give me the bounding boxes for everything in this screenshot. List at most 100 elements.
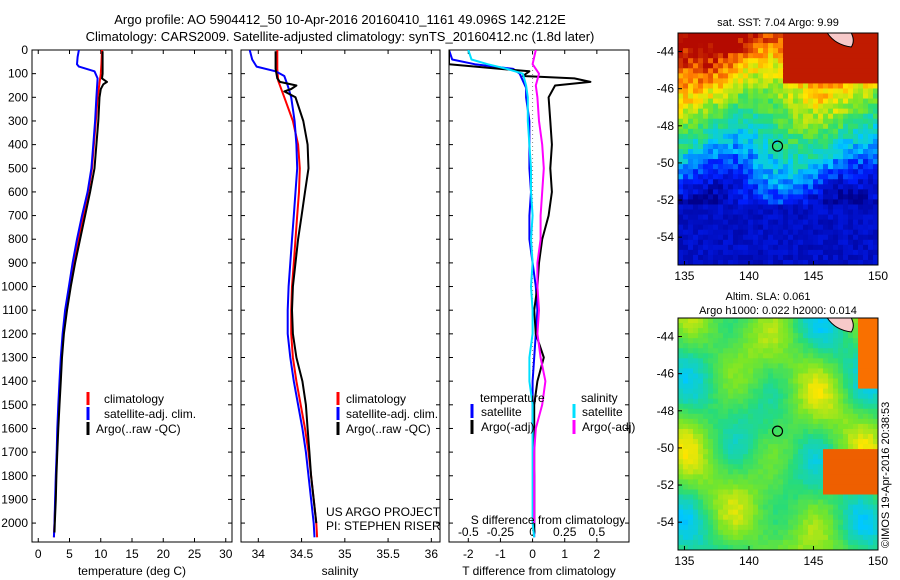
map-cell [858, 323, 864, 329]
map-cell [793, 524, 799, 531]
map-cell [683, 189, 689, 195]
map-cell [798, 428, 804, 435]
map-cell [773, 143, 779, 150]
map-cell [813, 88, 819, 95]
map-cell [748, 128, 754, 135]
map-cell [743, 128, 749, 135]
map-cell [733, 363, 739, 370]
map-cell [708, 159, 714, 165]
map-cell [828, 363, 834, 370]
map-cell [748, 383, 754, 390]
map-cell [753, 479, 759, 486]
map-cell [868, 363, 874, 370]
map-cell [853, 179, 859, 185]
map-cell [703, 494, 709, 501]
map-cell [813, 38, 819, 44]
map-cell [833, 514, 839, 521]
map-cell [708, 149, 714, 155]
map-cell [763, 204, 769, 211]
map-cell [868, 479, 874, 486]
map-cell [773, 88, 779, 95]
map-cell [843, 474, 849, 480]
map-cell [868, 73, 874, 79]
map-cell [833, 259, 839, 265]
map-cell [748, 408, 754, 415]
map-cell [828, 53, 834, 59]
map-cell [688, 368, 694, 375]
map-cell [718, 128, 724, 135]
map-cell [718, 239, 724, 246]
map-cell [858, 154, 864, 160]
map-cell [748, 179, 754, 185]
map-cell [873, 48, 878, 54]
map-cell [753, 398, 759, 405]
map-cell [768, 323, 774, 329]
map-cell [833, 83, 839, 90]
map-cell [743, 118, 749, 125]
map-cell [748, 164, 754, 170]
map-cell [788, 113, 794, 120]
map-cell [693, 43, 699, 49]
sla-heatmap [678, 318, 878, 550]
map-cell [768, 164, 774, 170]
map-cell [688, 318, 694, 324]
map-cell [768, 423, 774, 430]
map-cell [763, 169, 769, 175]
series-line [449, 50, 539, 538]
map-cell [798, 318, 804, 324]
map-cell [873, 53, 878, 59]
map-cell [678, 439, 684, 445]
map-cell [768, 428, 774, 435]
map-cell [788, 189, 794, 195]
map-cell [813, 113, 819, 120]
map-cell [693, 239, 699, 246]
map-cell [798, 179, 804, 185]
map-cell [733, 338, 739, 344]
map-cell [778, 459, 784, 465]
map-cell [858, 234, 864, 241]
map-cell [853, 133, 859, 140]
map-cell [713, 58, 719, 64]
map-cell [683, 524, 689, 531]
map-cell [833, 358, 839, 364]
map-cell [843, 353, 849, 359]
map-cell [748, 68, 754, 74]
map-cell [853, 169, 859, 175]
map-cell [838, 98, 844, 105]
map-cell [743, 444, 749, 450]
map-cell [868, 214, 874, 221]
map-cell [813, 368, 819, 375]
map-cell [688, 38, 694, 44]
map-cell [763, 499, 769, 506]
map-cell [813, 474, 819, 480]
map-cell [753, 454, 759, 460]
map-cell [698, 38, 704, 44]
map-cell [753, 179, 759, 185]
map-cell [778, 224, 784, 231]
map-cell [783, 179, 789, 185]
map-cell [793, 348, 799, 354]
map-cell [758, 33, 764, 39]
map-cell [873, 544, 878, 550]
map-cell [743, 184, 749, 190]
map-cell [858, 499, 864, 506]
map-cell [708, 544, 714, 550]
map-cell [793, 113, 799, 120]
map-cell [833, 423, 839, 430]
map-cell [708, 38, 714, 44]
map-cell [773, 113, 779, 120]
map-cell [838, 204, 844, 211]
map-cell [713, 229, 719, 236]
map-cell [853, 184, 859, 190]
map-cell [678, 393, 684, 400]
map-cell [843, 338, 849, 344]
map-cell [758, 348, 764, 354]
map-cell [828, 98, 834, 105]
map-cell [808, 194, 814, 201]
map-cell [733, 224, 739, 231]
map-cell [703, 43, 709, 49]
map-cell [693, 189, 699, 195]
map-cell [813, 43, 819, 49]
map-cell [683, 449, 689, 455]
salinity-legend: climatology satellite-adj. clim. Argo(..… [326, 392, 441, 533]
